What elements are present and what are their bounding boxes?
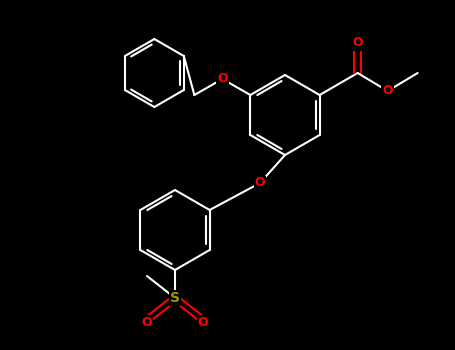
Text: S: S	[170, 291, 180, 305]
Text: O: O	[352, 36, 363, 49]
Text: O: O	[197, 315, 208, 329]
Text: O: O	[142, 315, 152, 329]
Text: O: O	[217, 72, 228, 85]
Text: O: O	[255, 176, 265, 189]
Text: O: O	[382, 84, 393, 98]
